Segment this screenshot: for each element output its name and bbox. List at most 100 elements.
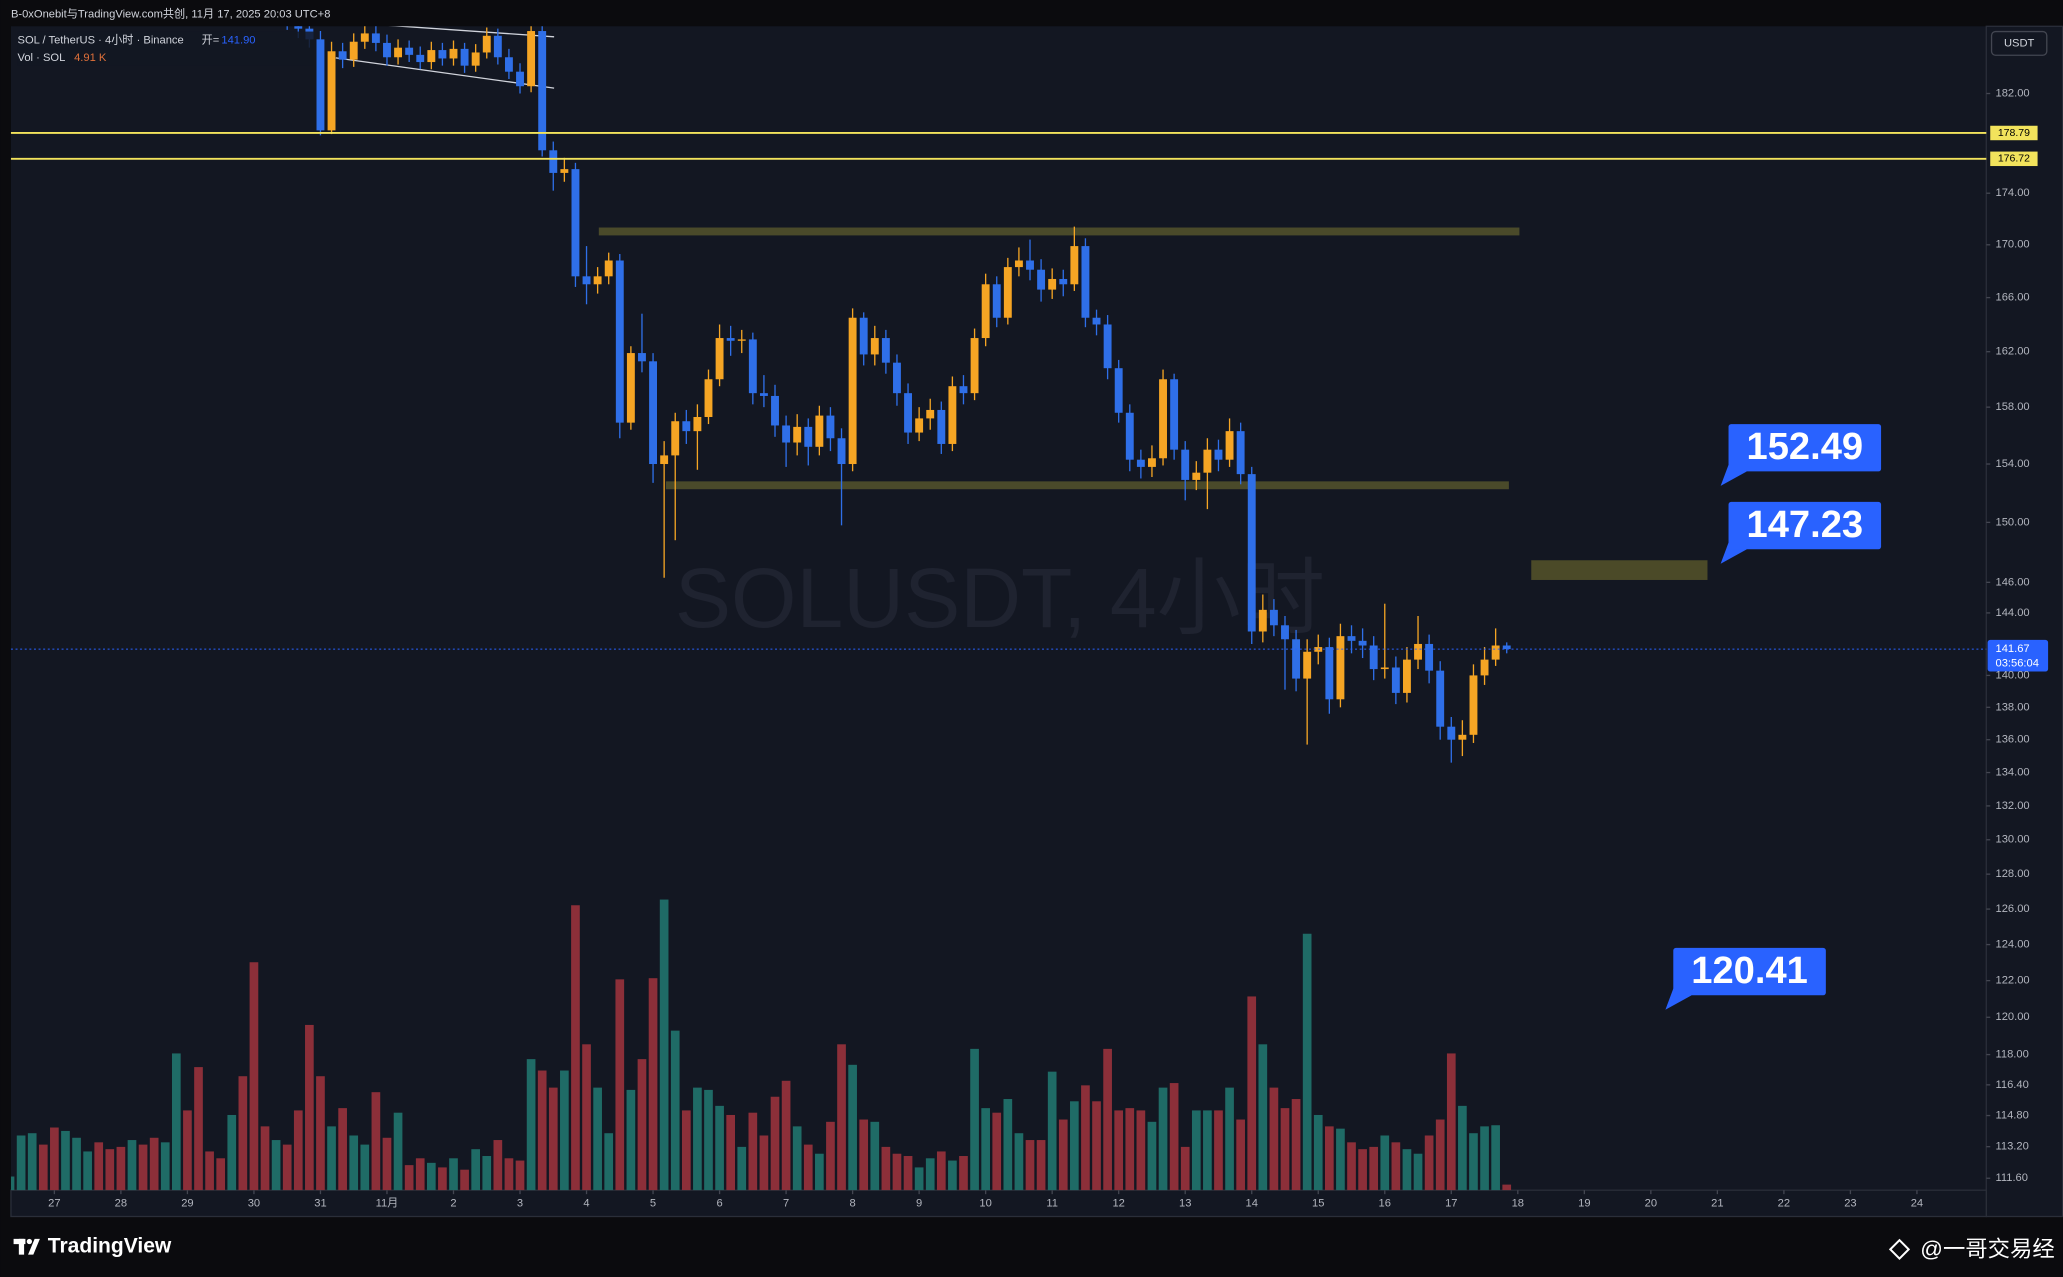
x-tick-label: 3 [517,1197,523,1209]
volume-bar [1424,1135,1434,1191]
volume-bar [393,1112,403,1191]
volume-bar [1435,1119,1445,1191]
y-tick-label: 128.00 [1995,868,2029,880]
candle-body [837,438,846,465]
logo-mark [28,1238,40,1255]
volume-bar [382,1137,392,1191]
candle-body [593,276,602,285]
x-tick-label: 8 [850,1197,856,1209]
x-tick-label: 10 [979,1197,991,1209]
volume-bar [881,1146,891,1191]
candle-body [948,386,957,444]
volume-bar [1070,1101,1079,1191]
y-tick-label: 130.00 [1995,834,2029,846]
volume-bar [604,1133,614,1191]
y-tick-label: 182.00 [1995,87,2029,99]
volume-bar [560,1070,569,1191]
legend-open-label: 开= [202,35,220,47]
last-price-box [1987,639,2049,672]
candle-body [1258,609,1267,632]
y-tick-label: 158.00 [1995,401,2029,413]
volume-bar [249,962,259,1191]
volume-bar [171,1053,181,1191]
legend-symbol: SOL / TetherUS · 4小时 · Binance [18,34,184,47]
candle-body [1325,647,1334,700]
x-tick-label: 14 [1246,1197,1258,1209]
legend-volume-value: 4.91 K [74,52,107,64]
y-tick-label: 122.00 [1995,975,2029,987]
candle-body [793,426,802,443]
volume-bar [205,1151,214,1191]
candle-layer [286,26,1511,763]
candle-body [671,421,680,456]
candle-body [1391,667,1400,693]
y-tick-label: 116.40 [1995,1079,2028,1091]
volume-bar [1136,1110,1146,1191]
volume-bar [1291,1099,1301,1191]
candle-body [294,26,303,29]
volume-bar [504,1158,514,1191]
candle-body [582,276,591,285]
volume-bar [1402,1149,1412,1191]
candle-body [449,48,458,59]
candle-body [394,47,403,58]
volume-bar [1313,1114,1323,1191]
candle-body [560,169,569,173]
y-tick-label: 134.00 [1995,767,2029,779]
candle-body [638,353,646,362]
candle-body [383,42,391,58]
volume-bar [360,1144,370,1191]
candle-body [748,339,757,394]
candle-body [1103,324,1112,369]
y-tick-label: 150.00 [1995,516,2029,528]
volume-bar [648,978,658,1191]
volume-bar [493,1140,503,1191]
volume-bar [936,1151,946,1191]
volume-bar [715,1105,724,1191]
volume-bar [925,1158,935,1191]
volume-bar [271,1140,281,1191]
volume-bar [681,1110,691,1191]
candle-body [349,41,358,60]
volume-bar [1458,1105,1467,1191]
candle-body [1436,670,1445,727]
volume-bar [1491,1125,1500,1191]
header-title: B-0xOnebit与TradingView.com共创, 11月 17, 20… [11,7,330,20]
volume-bar [1324,1126,1334,1191]
candle-body [1403,659,1411,693]
volume-bar [1003,1099,1013,1191]
volume-bar [704,1089,713,1191]
volume-bar [1147,1121,1157,1191]
candle-body [516,71,524,87]
legend-open: 141.90 [221,35,255,47]
candle-body [604,260,613,277]
trendline [392,26,555,38]
y-tick-label: 111.60 [1995,1172,2027,1184]
candle-body [1225,431,1234,460]
volume-bar [426,1162,436,1191]
y-tick-label: 114.80 [1995,1109,2028,1121]
x-tick-label: 28 [115,1197,127,1209]
candle-body [1480,659,1489,676]
candle-body [1026,260,1034,270]
y-tick-label: 132.00 [1995,800,2029,812]
volume-bar [1369,1146,1379,1191]
candle-body [538,31,547,151]
volume-bar [981,1108,990,1191]
candle-body [893,362,901,394]
countdown: 03:56:04 [1995,658,2038,670]
candle-body [1081,246,1090,318]
volume-bar [1380,1135,1390,1191]
volume-bar [1336,1128,1345,1191]
x-tick-label: 20 [1645,1197,1657,1209]
callout-box [1728,424,1882,472]
candle-body [1447,726,1456,740]
volume-bar [526,1059,536,1191]
volume-bar [1446,1053,1456,1191]
x-tick-label: 11 [1046,1197,1058,1209]
candle-body [804,426,813,447]
candle-body [482,35,491,53]
tv-logo [13,1238,40,1255]
candle-body [1458,734,1467,740]
price-label: 178.79 [1998,127,2030,139]
